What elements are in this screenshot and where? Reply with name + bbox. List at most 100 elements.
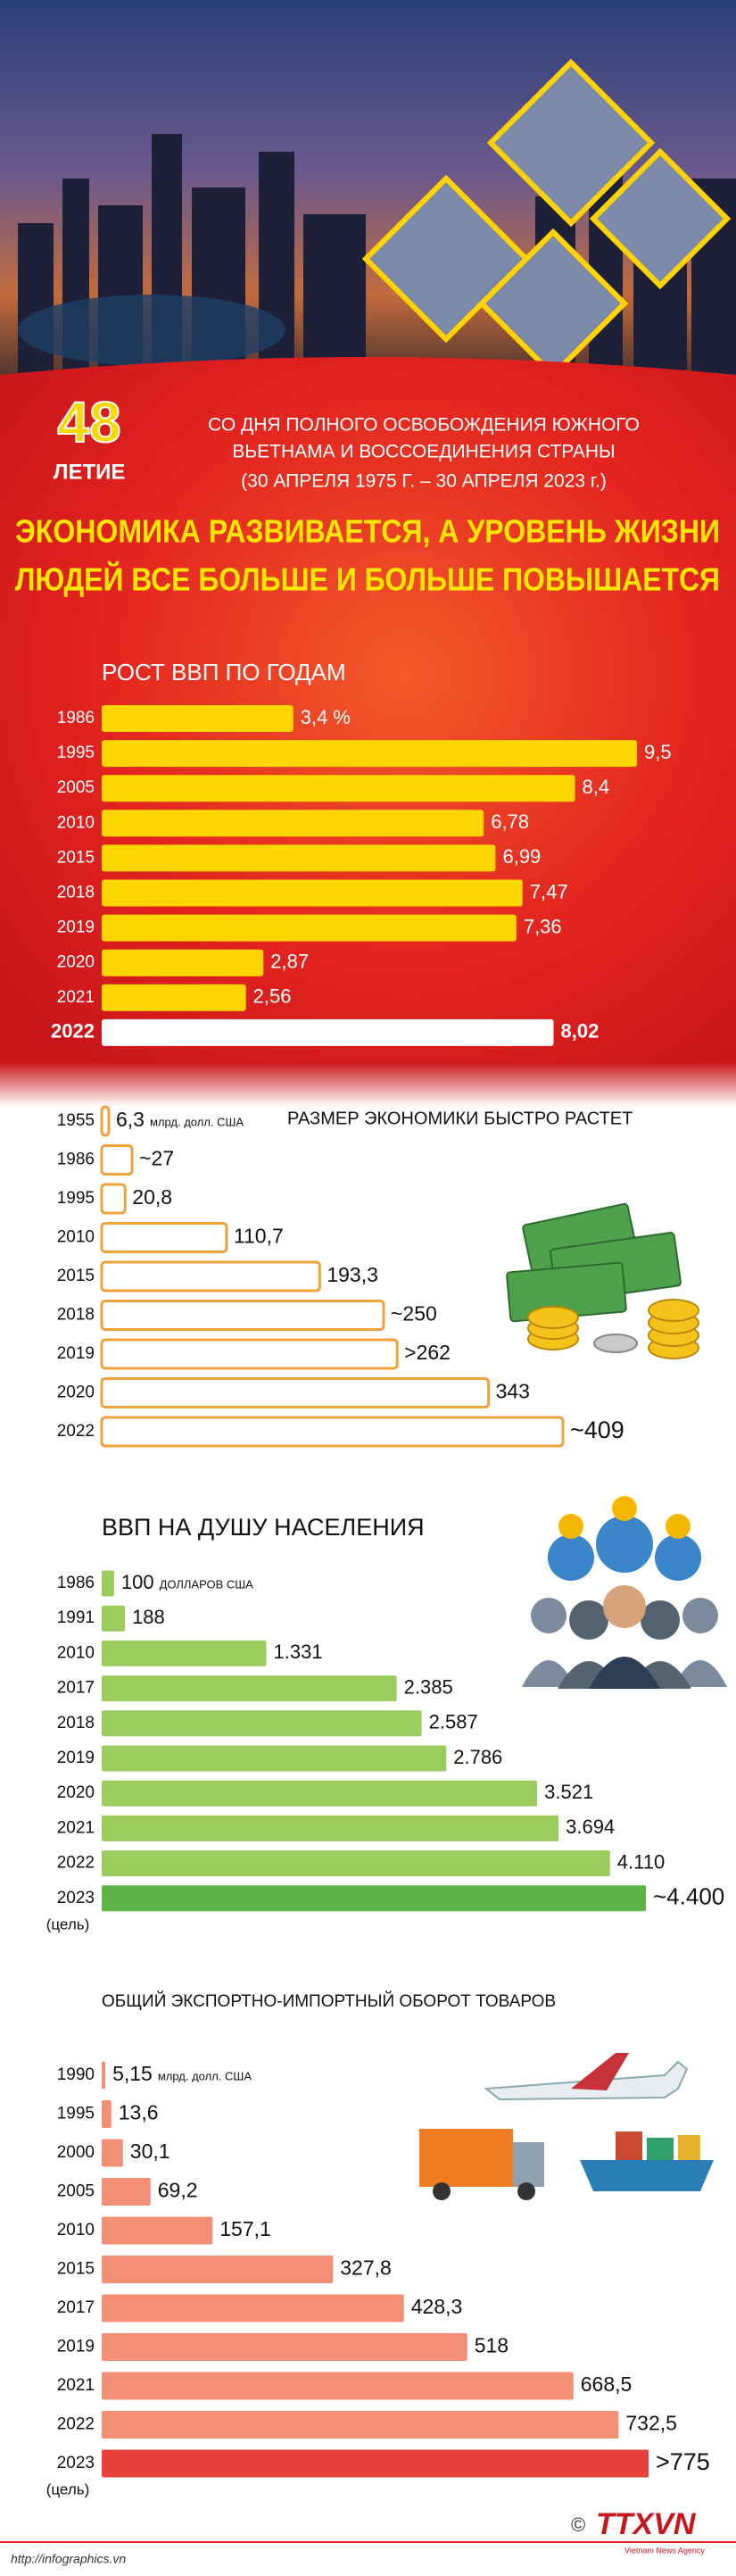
category-label: 1986 xyxy=(57,1151,95,1169)
bar xyxy=(102,844,496,872)
category-label: 2022 xyxy=(57,2415,95,2434)
bar xyxy=(102,2061,106,2090)
category-label: 2019 xyxy=(57,2338,95,2356)
value-label: 9,5 xyxy=(644,741,672,763)
value-label: 2,56 xyxy=(253,985,292,1008)
subtitle-line: ВЬЕТНАМА И ВОССОЕДИНЕНИЯ СТРАНЫ xyxy=(232,442,615,462)
unit-note: ДОЛЛАРОВ США xyxy=(160,1577,254,1591)
anniversary-label: ЛЕТИЕ xyxy=(54,460,126,484)
bar xyxy=(100,1260,321,1292)
bar xyxy=(100,1338,399,1370)
value-label: 5,15 xyxy=(112,2062,153,2085)
bar xyxy=(100,1105,111,1137)
bar xyxy=(102,1780,538,1807)
bar xyxy=(100,1377,491,1408)
value-label: 6,3 xyxy=(116,1108,145,1131)
bar xyxy=(102,1745,447,1772)
bar xyxy=(102,1605,126,1632)
main-title-line: ЛЮДЕЙ ВСЕ БОЛЬШЕ И БОЛЬШЕ ПОВЫШАЕТСЯ xyxy=(15,561,720,598)
value-label: 3,4 % xyxy=(301,706,351,728)
bar xyxy=(102,2449,649,2478)
value-label: 100 xyxy=(121,1571,154,1593)
category-label: 2022 xyxy=(57,1854,95,1873)
category-label: 2005 xyxy=(57,2182,95,2201)
unit-note: млрд. долл. США xyxy=(150,1115,244,1128)
value-label: 13,6 xyxy=(119,2101,159,2124)
bar xyxy=(102,810,484,837)
value-label: 2.786 xyxy=(453,1746,502,1768)
transport-icons xyxy=(419,2053,714,2200)
bar xyxy=(102,705,294,732)
logo-subtitle: Vietnam News Agency xyxy=(624,2546,705,2555)
category-label: 2015 xyxy=(57,1267,95,1285)
value-label: 3.521 xyxy=(544,1781,593,1803)
main-title-line: ЭКОНОМИКА РАЗВИВАЕТСЯ, А УРОВЕНЬ ЖИЗНИ xyxy=(15,513,720,550)
chart-title: ОБЩИЙ ЭКСПОРТНО-ИМПОРТНЫЙ ОБОРОТ ТОВАРОВ xyxy=(102,1991,556,2011)
bar xyxy=(102,1640,267,1666)
bar xyxy=(102,2294,404,2323)
bar xyxy=(102,1018,554,1046)
unit-note: млрд. долл. США xyxy=(158,2069,252,2082)
bar xyxy=(102,740,637,768)
copyright: © xyxy=(571,2514,585,2536)
category-label: 2023 xyxy=(57,1889,95,1907)
value-label: 30,1 xyxy=(130,2140,170,2163)
bar xyxy=(102,879,523,907)
category-label: 2000 xyxy=(57,2143,95,2162)
source-url: http://infographics.vn xyxy=(11,2552,126,2566)
bar xyxy=(100,1222,228,1253)
category-label: 2010 xyxy=(57,1643,95,1662)
value-label: 157,1 xyxy=(219,2217,271,2240)
category-label: 2015 xyxy=(57,2260,95,2279)
category-label: 1990 xyxy=(57,2065,95,2084)
value-label: 732,5 xyxy=(625,2412,677,2435)
value-label: 7,36 xyxy=(524,915,562,937)
category-label: 2021 xyxy=(57,1818,95,1837)
category-label: 1995 xyxy=(57,1189,95,1208)
category-label: 2022 xyxy=(51,1020,95,1043)
value-label: 188 xyxy=(132,1606,165,1628)
anniversary-number: 48 xyxy=(57,390,120,454)
category-label: 2022 xyxy=(57,1422,95,1441)
value-label: 518 xyxy=(475,2334,509,2357)
bar xyxy=(102,1570,114,1597)
chart-title: РАЗМЕР ЭКОНОМИКИ БЫСТРО РАСТЕТ xyxy=(287,1109,633,1128)
category-label: 2010 xyxy=(57,2221,95,2239)
category-label: 1991 xyxy=(57,1608,95,1627)
bar xyxy=(102,2372,574,2400)
logo: TTXVN xyxy=(596,2507,697,2541)
bar xyxy=(102,1885,646,1912)
value-label: ~409 xyxy=(570,1417,624,1443)
category-label: 2005 xyxy=(57,778,95,797)
chart-title: РОСТ ВВП ПО ГОДАМ xyxy=(102,659,346,686)
category-label: 2019 xyxy=(57,1344,95,1363)
value-label: 110,7 xyxy=(234,1225,284,1248)
bar xyxy=(102,2100,112,2128)
value-label: 327,8 xyxy=(340,2256,392,2280)
value-label: 2,87 xyxy=(270,951,309,973)
value-label: ~4.400 xyxy=(653,1883,724,1910)
bar xyxy=(102,2216,213,2245)
value-label: 6,99 xyxy=(502,845,541,868)
value-label: 2.385 xyxy=(404,1675,453,1698)
category-label: 2021 xyxy=(57,2376,95,2395)
bar xyxy=(100,1416,565,1448)
value-label: 343 xyxy=(496,1380,530,1403)
chart-title: ВВП НА ДУШУ НАСЕЛЕНИЯ xyxy=(102,1514,425,1541)
bar xyxy=(102,984,246,1011)
subtitle-line: (30 АПРЕЛЯ 1975 Г. – 30 АПРЕЛЯ 2023 г.) xyxy=(241,471,607,492)
red-fade xyxy=(0,1062,736,1107)
value-label: 20,8 xyxy=(132,1185,172,1209)
bar xyxy=(100,1183,127,1215)
money-icon xyxy=(506,1202,699,1359)
value-label: 7,47 xyxy=(530,880,568,902)
category-label: 1986 xyxy=(57,709,95,727)
bar xyxy=(102,1675,397,1702)
bar xyxy=(100,1144,134,1176)
category-label: 2018 xyxy=(57,1306,95,1325)
value-label: 1.331 xyxy=(274,1641,323,1663)
category-label: 1995 xyxy=(57,2105,95,2123)
category-label: 2020 xyxy=(57,1384,95,1402)
category-label: 1955 xyxy=(57,1111,95,1130)
